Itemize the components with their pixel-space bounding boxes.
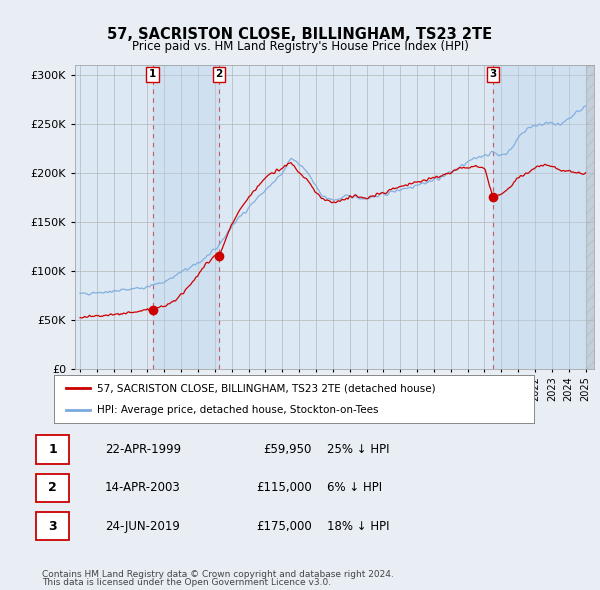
Text: 18% ↓ HPI: 18% ↓ HPI: [327, 520, 389, 533]
Text: Price paid vs. HM Land Registry's House Price Index (HPI): Price paid vs. HM Land Registry's House …: [131, 40, 469, 53]
Text: £175,000: £175,000: [256, 520, 312, 533]
Bar: [152, 65, 219, 369]
Text: HPI: Average price, detached house, Stockton-on-Tees: HPI: Average price, detached house, Stoc…: [97, 405, 379, 415]
Bar: [586, 65, 594, 369]
Text: Contains HM Land Registry data © Crown copyright and database right 2024.: Contains HM Land Registry data © Crown c…: [42, 570, 394, 579]
Text: 3: 3: [489, 70, 497, 80]
Text: 22-APR-1999: 22-APR-1999: [105, 443, 181, 456]
Text: 2: 2: [48, 481, 57, 494]
Text: 2: 2: [215, 70, 223, 80]
Text: 1: 1: [48, 443, 57, 456]
Text: 1: 1: [149, 70, 156, 80]
Text: £115,000: £115,000: [256, 481, 312, 494]
Text: 25% ↓ HPI: 25% ↓ HPI: [327, 443, 389, 456]
Text: 57, SACRISTON CLOSE, BILLINGHAM, TS23 2TE (detached house): 57, SACRISTON CLOSE, BILLINGHAM, TS23 2T…: [97, 383, 436, 393]
Text: 57, SACRISTON CLOSE, BILLINGHAM, TS23 2TE: 57, SACRISTON CLOSE, BILLINGHAM, TS23 2T…: [107, 27, 493, 42]
Text: 24-JUN-2019: 24-JUN-2019: [105, 520, 180, 533]
Text: 6% ↓ HPI: 6% ↓ HPI: [327, 481, 382, 494]
Bar: [493, 65, 594, 369]
Text: £59,950: £59,950: [263, 443, 312, 456]
Text: This data is licensed under the Open Government Licence v3.0.: This data is licensed under the Open Gov…: [42, 578, 331, 588]
Text: 14-APR-2003: 14-APR-2003: [105, 481, 181, 494]
Text: 3: 3: [48, 520, 57, 533]
